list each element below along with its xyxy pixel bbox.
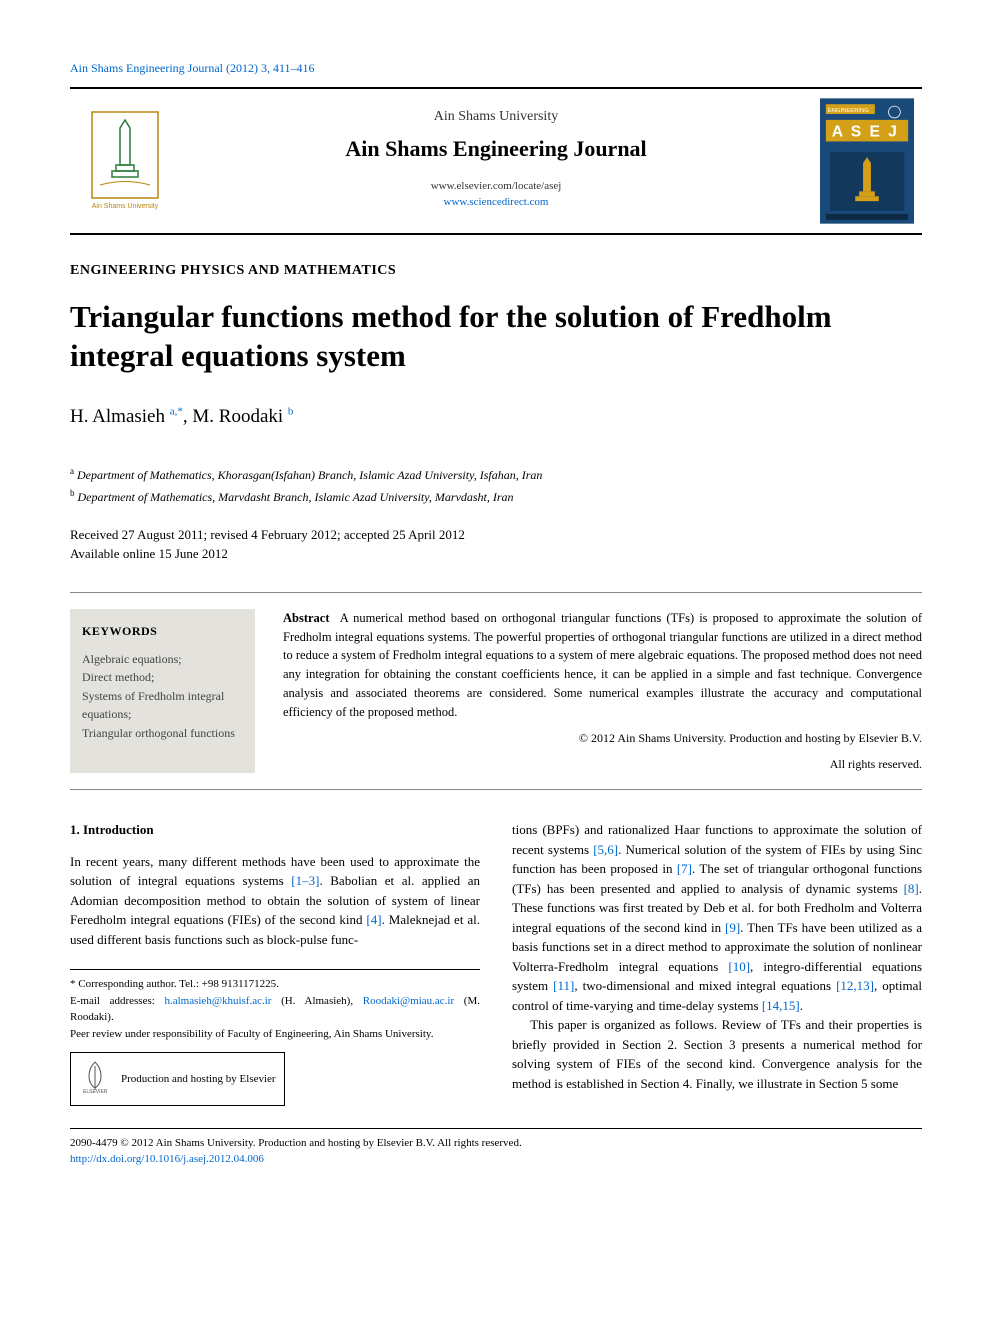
footer-copyright: 2090-4479 © 2012 Ain Shams University. P… [70,1135,922,1152]
affiliation-a: a Department of Mathematics, Khorasgan(I… [70,464,922,485]
abstract-label: Abstract [283,611,330,625]
journal-cover-thumbnail: ENGINEERING A S E J [812,89,922,233]
journal-name: Ain Shams Engineering Journal [190,134,802,165]
journal-header: Ain Shams University Ain Shams Universit… [70,87,922,235]
peer-review-note: Peer review under responsibility of Facu… [70,1026,480,1043]
email-line: E-mail addresses: h.almasieh@khuisf.ac.i… [70,993,480,1026]
affiliations: a Department of Mathematics, Khorasgan(I… [70,464,922,506]
intro-text-2i: . [800,998,803,1013]
abstract-text: A numerical method based on orthogonal t… [283,611,922,719]
hosting-text: Production and hosting by Elsevier [121,1071,276,1088]
ref-1-3[interactable]: [1–3] [291,873,319,888]
keywords-list: Algebraic equations; Direct method; Syst… [82,650,243,743]
abstract-keywords-row: KEYWORDS Algebraic equations; Direct met… [70,592,922,791]
page-footer: 2090-4479 © 2012 Ain Shams University. P… [70,1128,922,1168]
abstract-copyright-2: All rights reserved. [283,755,922,773]
cover-abbr: A S E J [832,123,899,140]
cover-top-label: ENGINEERING [828,108,869,114]
keywords-box: KEYWORDS Algebraic equations; Direct met… [70,609,255,774]
email-1[interactable]: h.almasieh@khuisf.ac.ir [164,995,271,1007]
article-dates: Received 27 August 2011; revised 4 Febru… [70,525,922,564]
email-label: E-mail addresses: [70,995,164,1007]
ref-5-6[interactable]: [5,6] [593,842,618,857]
author-2: M. Roodaki [192,406,288,427]
footnote-block: * Corresponding author. Tel.: +98 913117… [70,969,480,1106]
keywords-head: KEYWORDS [82,623,243,640]
corresponding-author: * Corresponding author. Tel.: +98 913117… [70,976,480,993]
footer-doi[interactable]: http://dx.doi.org/10.1016/j.asej.2012.04… [70,1151,922,1168]
abstract-copyright-1: © 2012 Ain Shams University. Production … [283,729,922,747]
ref-14-15[interactable]: [14,15] [762,998,800,1013]
email-1-who: (H. Almasieh), [271,995,362,1007]
svg-text:ELSEVIER: ELSEVIER [83,1089,108,1094]
intro-para-2: This paper is organized as follows. Revi… [512,1015,922,1093]
ref-12-13[interactable]: [12,13] [836,978,874,993]
running-head: Ain Shams Engineering Journal (2012) 3, … [70,60,922,77]
intro-text-2g: , two-dimensional and mixed integral equ… [574,978,836,993]
ref-11[interactable]: [11] [553,978,574,993]
header-center: Ain Shams University Ain Shams Engineeri… [180,89,812,233]
abstract-body: Abstract A numerical method based on ort… [283,609,922,774]
hosting-box: ELSEVIER Production and hosting by Elsev… [70,1052,285,1106]
column-left: 1. Introduction In recent years, many di… [70,820,480,1106]
journal-url-1[interactable]: www.elsevier.com/locate/asej [190,179,802,194]
ref-8[interactable]: [8] [904,881,919,896]
ref-7[interactable]: [7] [677,861,692,876]
dates-online: Available online 15 June 2012 [70,544,922,564]
obelisk-logo-icon [90,110,160,200]
journal-url-2[interactable]: www.sciencedirect.com [190,195,802,210]
article-title: Triangular functions method for the solu… [70,298,922,376]
email-2[interactable]: Roodaki@miau.ac.ir [363,995,454,1007]
author-2-affil: b [288,406,294,418]
intro-para-1-cont: tions (BPFs) and rationalized Haar funct… [512,820,922,1015]
ref-10[interactable]: [10] [728,959,750,974]
body-columns: 1. Introduction In recent years, many di… [70,820,922,1106]
ref-9[interactable]: [9] [725,920,740,935]
author-sep: , [183,406,193,427]
authors: H. Almasieh a,*, M. Roodaki b [70,404,922,431]
column-right: tions (BPFs) and rationalized Haar funct… [512,820,922,1106]
affiliation-b-text: Department of Mathematics, Marvdasht Bra… [78,490,514,504]
journal-cover-icon: ENGINEERING A S E J [820,97,914,225]
author-1: H. Almasieh [70,406,170,427]
ref-4[interactable]: [4] [366,912,381,927]
logo-left-caption: Ain Shams University [92,202,159,212]
affiliation-a-text: Department of Mathematics, Khorasgan(Isf… [77,468,542,482]
section-label: ENGINEERING PHYSICS AND MATHEMATICS [70,261,922,281]
dates-received: Received 27 August 2011; revised 4 Febru… [70,525,922,545]
affiliation-b: b Department of Mathematics, Marvdasht B… [70,486,922,507]
intro-para-1: In recent years, many different methods … [70,852,480,950]
elsevier-tree-icon: ELSEVIER [79,1058,111,1100]
intro-heading: 1. Introduction [70,820,480,840]
university-logo-left: Ain Shams University [70,89,180,233]
university-name: Ain Shams University [190,107,802,127]
